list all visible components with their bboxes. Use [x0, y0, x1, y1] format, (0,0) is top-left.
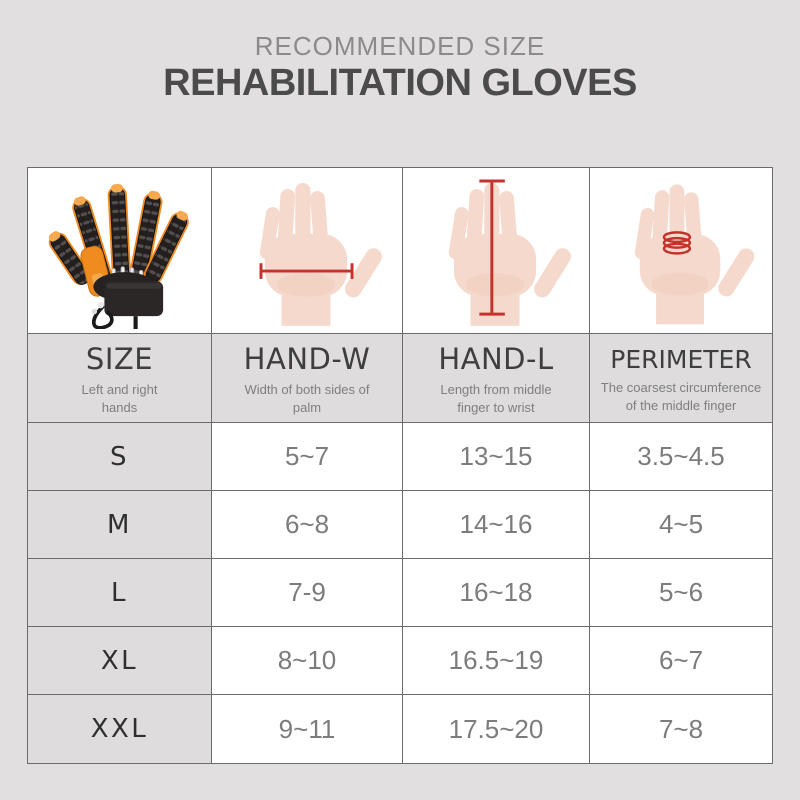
column-description: Width of both sides of palm [244, 382, 370, 415]
size-label-m: M [28, 491, 212, 559]
column-label: PERIMETER [610, 344, 752, 374]
perimeter-value-l: 5~6 [590, 559, 772, 627]
column-description: The coarsest circumference of the middle… [600, 380, 762, 413]
glove-thumb [48, 230, 90, 285]
hand-l-value-m: 14~16 [403, 491, 590, 559]
hand-length-image-cell [403, 168, 590, 334]
column-label: HAND-L [438, 341, 554, 376]
subtitle: RECOMMENDED SIZE [254, 31, 546, 61]
perimeter-value-s: 3.5~4.5 [590, 423, 772, 491]
column-description: Left and right hands [81, 382, 158, 415]
perimeter-value-xl: 6~7 [590, 627, 772, 695]
length-measure-line [479, 179, 505, 316]
hand-w-value-m: 6~8 [212, 491, 403, 559]
hand-l-value-xxl: 17.5~20 [403, 695, 590, 763]
glove-image [48, 183, 189, 329]
hand-w-value-s: 5~7 [212, 423, 403, 491]
finger-girth-image [633, 183, 758, 324]
column-label: SIZE [85, 341, 154, 376]
page-title: REHABILITATION GLOVES [163, 62, 637, 104]
glove-cable-loop [91, 304, 114, 329]
hand-length-image [447, 179, 575, 326]
column-description: Length from middle finger to wrist [440, 382, 552, 415]
column-header-hand-w: HAND-W Width of both sides of palm [212, 334, 403, 423]
hand-l-value-l: 16~18 [403, 559, 590, 627]
perimeter-value-xxl: 7~8 [590, 695, 772, 763]
hand-l-value-s: 13~15 [403, 423, 590, 491]
hand-w-value-xl: 8~10 [212, 627, 403, 695]
glove-control-box [103, 280, 163, 316]
glove-finger-3 [128, 190, 162, 283]
perimeter-value-m: 4~5 [590, 491, 772, 559]
column-header-perimeter: PERIMETER The coarsest circumference of … [590, 334, 772, 423]
size-label-xxl: XXL [28, 695, 212, 763]
size-table: SIZE Left and right hands HAND-W Width o… [27, 167, 773, 764]
column-header-size: SIZE Left and right hands [28, 334, 212, 423]
hand-l-value-xl: 16.5~19 [403, 627, 590, 695]
glove-finger-2 [107, 183, 131, 283]
column-label: HAND-W [243, 341, 371, 376]
column-header-hand-l: HAND-L Length from middle finger to wris… [403, 334, 590, 423]
girth-measure-rings [662, 230, 692, 255]
glove-image-cell [28, 168, 212, 334]
size-label-l: L [28, 559, 212, 627]
hand-width-image [258, 182, 386, 326]
hand-w-value-l: 7-9 [212, 559, 403, 627]
finger-girth-image-cell [590, 168, 772, 334]
hand-width-image-cell [212, 168, 403, 334]
size-label-xl: XL [28, 627, 212, 695]
size-label-s: S [28, 423, 212, 491]
width-measure-line [259, 262, 354, 279]
hand-w-value-xxl: 9~11 [212, 695, 403, 763]
